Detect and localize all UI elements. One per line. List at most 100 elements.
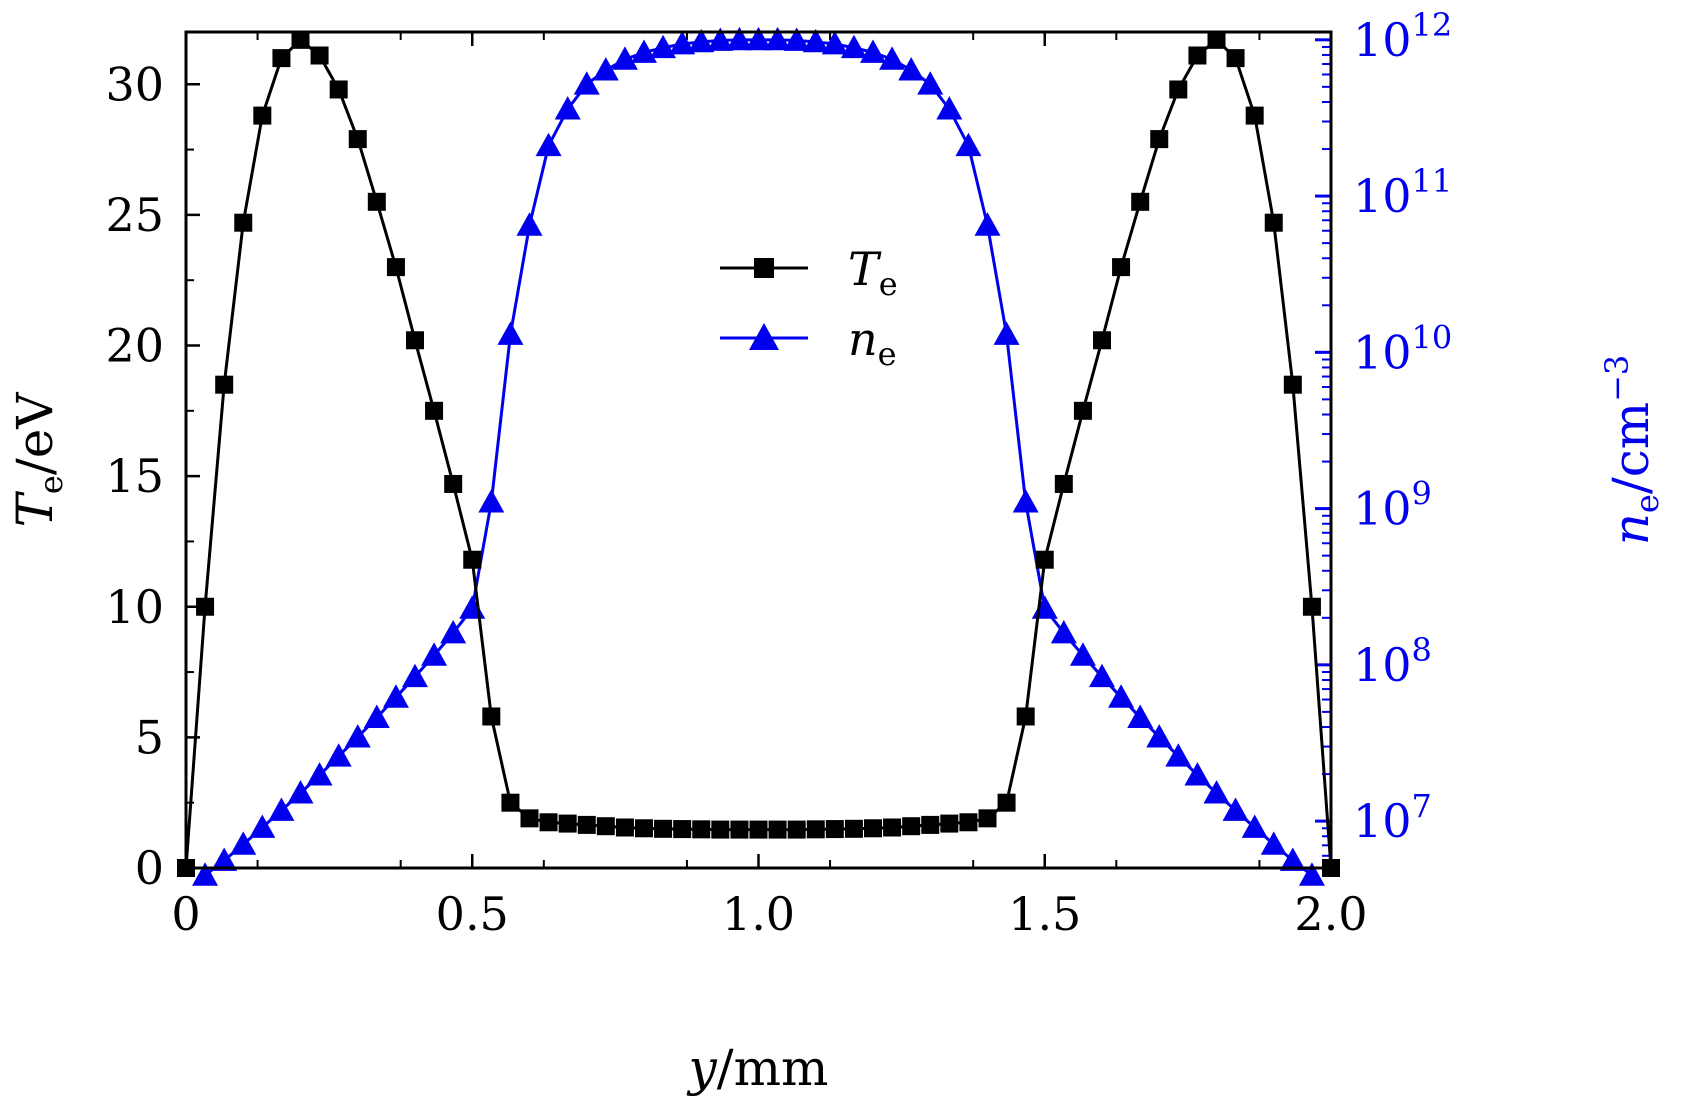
y-right-tick-label: 1010 — [1353, 318, 1452, 379]
ne-data-point — [211, 847, 238, 871]
y-left-tick-label: 5 — [135, 710, 164, 764]
te-data-point — [234, 213, 253, 232]
te-data-point — [444, 474, 463, 493]
te-data-point — [615, 818, 634, 837]
y-left-tick-label: 30 — [105, 57, 164, 111]
ne-data-point — [1127, 704, 1154, 728]
ne-data-point — [497, 321, 524, 345]
te-data-point — [367, 192, 386, 211]
te-data-point — [1226, 49, 1245, 68]
ne-data-point — [249, 814, 276, 838]
y-right-tick-label: 108 — [1353, 631, 1432, 692]
te-data-point — [730, 820, 749, 839]
ne-data-point — [631, 39, 657, 63]
ne-data-point — [936, 96, 963, 120]
ne-data-point — [1165, 743, 1192, 767]
ne-data-point — [554, 96, 581, 120]
y-left-tick-label: 0 — [135, 841, 164, 895]
te-data-point — [1035, 550, 1054, 569]
legend-marker-ne — [749, 323, 779, 350]
te-data-point — [1245, 106, 1264, 125]
ne-data-point — [382, 684, 409, 708]
te-data-point — [272, 49, 291, 68]
ne-series-line — [204, 38, 1313, 877]
te-data-point — [864, 819, 882, 838]
te-data-point — [825, 820, 844, 839]
ne-data-point — [860, 39, 886, 63]
ne-data-point — [1050, 619, 1077, 644]
x-tick-label: 1.5 — [1008, 887, 1081, 941]
ne-data-point — [325, 743, 352, 767]
te-data-point — [1150, 130, 1169, 149]
te-data-point — [635, 819, 653, 838]
ne-data-point — [650, 34, 677, 59]
ne-data-point — [1089, 663, 1115, 688]
te-data-point — [1283, 375, 1302, 394]
ne-data-point — [344, 724, 371, 748]
y-left-tick-label: 10 — [105, 580, 164, 634]
te-data-point — [787, 820, 806, 839]
te-data-point — [501, 793, 520, 812]
te-data-point — [844, 819, 863, 838]
ne-data-point — [573, 71, 600, 95]
te-data-point — [883, 818, 902, 837]
y-right-tick-label: 1011 — [1353, 162, 1452, 223]
ne-data-point — [993, 321, 1020, 345]
te-data-point — [806, 820, 825, 839]
te-data-point — [463, 550, 482, 569]
te-data-point — [425, 401, 444, 420]
legend-label-ne: ne — [848, 312, 897, 373]
ne-data-point — [1203, 780, 1230, 804]
te-data-point — [711, 820, 730, 839]
ne-data-point — [440, 619, 467, 644]
y-left-tick-label: 20 — [105, 319, 164, 373]
te-data-point — [1169, 80, 1188, 99]
ne-data-point — [192, 862, 219, 886]
y-right-tick-label: 1012 — [1353, 6, 1452, 67]
te-data-point — [997, 793, 1016, 812]
te-data-point — [1188, 46, 1207, 65]
legend-label-te: Te — [848, 242, 898, 303]
y-right-axis-title: ne/cm−3 — [1598, 355, 1666, 546]
ne-data-point — [459, 595, 486, 619]
ne-data-point — [1298, 862, 1325, 886]
te-data-point — [1093, 331, 1111, 350]
te-data-point — [348, 130, 367, 149]
ne-data-point — [421, 642, 448, 666]
ne-data-point — [879, 46, 906, 70]
ne-data-point — [1146, 724, 1173, 748]
y-left-axis-title: Te/eV — [6, 392, 70, 528]
ne-data-point — [363, 704, 390, 728]
te-data-point — [196, 597, 215, 616]
te-data-point — [1112, 258, 1131, 277]
ne-data-point — [230, 831, 257, 855]
te-data-point — [902, 817, 921, 836]
te-data-point — [215, 375, 234, 394]
ne-data-point — [306, 762, 333, 786]
te-data-point — [749, 820, 768, 839]
y-right-tick-label: 109 — [1353, 475, 1432, 536]
te-data-point — [539, 813, 558, 832]
ne-data-point — [592, 57, 619, 81]
ne-data-point — [764, 26, 791, 51]
te-data-point — [577, 815, 596, 834]
te-data-point — [406, 331, 424, 350]
ne-data-point — [1241, 814, 1268, 838]
te-data-point — [291, 30, 310, 49]
ne-data-point — [783, 27, 810, 51]
x-tick-label: 0 — [171, 887, 200, 941]
te-data-point — [978, 809, 997, 828]
ne-data-point — [402, 663, 428, 688]
te-data-point — [1131, 192, 1150, 211]
legend-marker-te — [754, 258, 774, 278]
x-tick-label: 0.5 — [436, 887, 509, 941]
legend: Te ne — [720, 242, 898, 373]
ne-data-point — [1222, 797, 1249, 821]
te-data-point — [1264, 213, 1283, 232]
te-data-point — [520, 809, 539, 828]
ne-data-point — [802, 28, 829, 53]
te-data-point — [1016, 707, 1035, 726]
y-left-tick-label: 25 — [105, 188, 164, 242]
ne-data-point — [1031, 595, 1058, 619]
